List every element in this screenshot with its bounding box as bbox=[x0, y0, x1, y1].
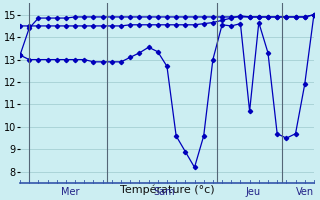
Text: Ven: Ven bbox=[296, 187, 314, 197]
Text: Jeu: Jeu bbox=[245, 187, 260, 197]
Text: Mer: Mer bbox=[61, 187, 80, 197]
Text: Sam: Sam bbox=[153, 187, 175, 197]
X-axis label: Température (°c): Température (°c) bbox=[120, 184, 214, 195]
